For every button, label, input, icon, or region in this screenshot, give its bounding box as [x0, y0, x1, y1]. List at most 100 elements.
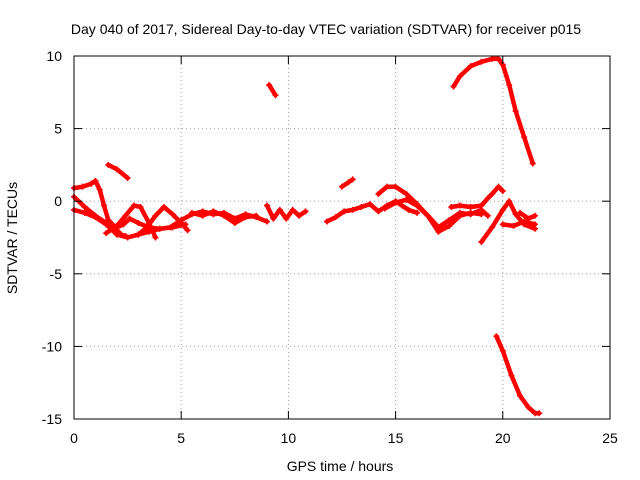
data-point — [124, 234, 131, 241]
data-point — [467, 63, 474, 70]
data-point — [126, 215, 133, 222]
data-point — [510, 222, 517, 229]
data-point — [339, 183, 345, 190]
data-point — [263, 218, 270, 225]
data-point — [276, 206, 283, 213]
data-point — [152, 212, 159, 219]
data-point — [270, 215, 277, 222]
series-arc-20 — [493, 333, 543, 417]
series-line — [106, 162, 130, 181]
data-point — [495, 55, 502, 62]
data-point — [358, 204, 365, 211]
data-point — [521, 218, 528, 225]
data-point — [137, 204, 144, 211]
data-point — [323, 218, 330, 225]
data-point — [489, 55, 496, 62]
data-point — [499, 206, 506, 213]
data-point — [120, 221, 127, 228]
data-point — [525, 215, 532, 222]
data-point — [392, 183, 399, 190]
data-point — [302, 208, 309, 215]
data-point — [414, 209, 421, 216]
plot-frame — [73, 55, 611, 420]
data-point — [495, 183, 502, 190]
data-point — [478, 58, 485, 65]
data-point — [253, 212, 260, 219]
data-point — [499, 347, 506, 354]
data-point — [113, 231, 120, 238]
data-point — [525, 404, 532, 411]
data-point — [467, 204, 474, 211]
data-point — [424, 212, 431, 219]
data-point — [456, 73, 463, 80]
data-point — [131, 202, 138, 209]
data-point — [392, 199, 399, 206]
data-point — [381, 205, 388, 212]
data-point — [414, 202, 421, 209]
series-arc-9 — [263, 202, 309, 222]
data-point — [79, 183, 86, 190]
data-point — [92, 214, 99, 221]
y-tick-label: 10 — [46, 48, 62, 64]
data-point — [489, 224, 496, 231]
data-point — [103, 230, 110, 237]
data-point — [450, 83, 457, 90]
data-point — [96, 186, 103, 193]
x-tick-label: 0 — [70, 430, 78, 446]
data-point — [92, 177, 99, 184]
data-point — [456, 212, 463, 219]
data-point — [506, 82, 513, 89]
data-point — [516, 392, 523, 399]
series-line — [449, 184, 506, 210]
data-point — [169, 222, 176, 229]
x-tick-label: 15 — [388, 430, 404, 446]
y-tick-label: -10 — [42, 338, 62, 354]
data-point — [161, 204, 168, 211]
data-point — [375, 208, 382, 215]
data-point — [508, 372, 515, 379]
axis-ticks: 0 5 10 15 20 25 -15 -10 -5 0 5 10 — [42, 48, 618, 446]
data-point — [101, 202, 108, 209]
data-point — [231, 219, 238, 226]
data-point — [266, 82, 273, 89]
data-point — [435, 228, 442, 235]
data-point — [105, 161, 112, 168]
x-tick-label: 5 — [177, 430, 185, 446]
data-point — [152, 234, 159, 241]
data-point — [122, 212, 129, 219]
series-line — [382, 197, 484, 234]
data-point — [199, 212, 206, 219]
series-arc-1 — [71, 177, 129, 240]
data-point — [156, 225, 163, 232]
y-tick-label: 0 — [54, 193, 62, 209]
series-arc-10 — [266, 82, 279, 99]
data-point — [143, 224, 150, 231]
data-point — [506, 198, 513, 205]
series-arc-11 — [323, 198, 421, 225]
series-arc-14 — [381, 196, 485, 235]
data-point — [81, 209, 88, 216]
x-axis-title: GPS time / hours — [287, 458, 394, 474]
data-point — [478, 238, 485, 245]
data-point — [88, 180, 95, 187]
data-point — [135, 231, 142, 238]
data-point — [210, 208, 217, 215]
data-point — [446, 222, 453, 229]
series-arc-17 — [499, 218, 538, 229]
data-point — [484, 195, 491, 202]
data-point — [184, 227, 191, 234]
data-series — [71, 55, 543, 417]
y-axis-title: SDTVAR / TECUs — [4, 182, 20, 294]
data-point — [484, 212, 491, 219]
data-point — [529, 160, 536, 167]
data-point — [188, 209, 195, 216]
y-tick-label: 5 — [54, 121, 62, 137]
data-point — [124, 174, 131, 181]
data-point — [113, 222, 120, 229]
x-tick-label: 25 — [602, 430, 618, 446]
series-line — [494, 333, 542, 416]
data-point — [178, 217, 185, 224]
data-point — [242, 214, 249, 221]
data-point — [399, 202, 406, 209]
